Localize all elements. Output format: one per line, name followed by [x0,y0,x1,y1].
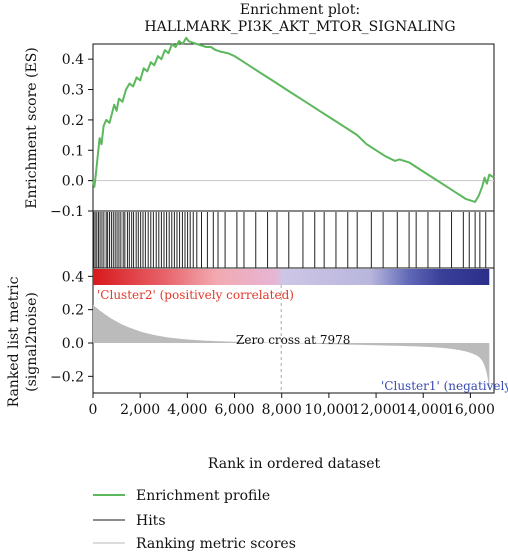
negative-cluster-label: 'Cluster1' (negatively correlated) [381,379,508,393]
x-tick-label: 6,000 [214,402,254,418]
rank-color-bar [93,269,490,285]
es-panel: −0.1 0.0 0.1 0.2 0.3 0.4 [50,36,495,220]
x-tick-label: 4,000 [167,402,207,418]
ranked-panel: −0.2 0.0 0.2 0.4 Zero cross at 7978 'Cluster2… [50,269,508,393]
x-tick-label: 12,000 [352,402,401,418]
es-profile-line [92,36,495,203]
es-y-tick-label: 0.3 [62,83,84,99]
es-y-tick-label: 0.2 [62,113,84,129]
ranked-panel-frame [92,267,495,394]
legend-label-enrichment: Enrichment profile [136,488,270,504]
ranked-y-tick-label: −0.2 [50,369,84,385]
x-tick-label: 16,000 [446,402,495,418]
es-y-tick-label: 0.0 [62,174,84,190]
x-axis: 0 2,000 4,000 6,000 8,000 10,00012,00014,0001… [89,393,495,418]
ranked-y-tick-label: 0.4 [62,269,84,285]
x-tick-label: 0 [89,402,98,418]
es-y-tick-label: −0.1 [50,204,84,220]
es-y-tick-label: 0.4 [62,52,84,68]
positive-cluster-label: 'Cluster2' (positively correlated) [97,288,294,302]
x-tick-label: 2,000 [120,402,160,418]
zero-cross-label: Zero cross at 7978 [236,333,350,347]
x-tick-label: 8,000 [262,402,302,418]
ranked-y-tick-label: 0.0 [62,336,84,352]
ranked-y-tick-label: 0.2 [62,303,84,319]
legend-label-hits: Hits [136,513,166,529]
es-y-label: Enrichment score (ES) [24,47,40,209]
hits-panel [93,212,487,268]
chart-title-line1: Enrichment plot: [240,2,360,18]
es-panel-frame [92,43,495,212]
legend-label-ranking: Ranking metric scores [136,536,296,552]
legend: Enrichment profile Hits Ranking metric s… [93,488,296,552]
ranked-y-label-line2: (signal2noise) [24,292,40,392]
chart-title-line2: HALLMARK_PI3K_AKT_MTOR_SIGNALING [144,19,455,35]
es-y-tick-label: 0.1 [62,143,84,159]
x-tick-label: 10,000 [304,402,353,418]
x-axis-label: Rank in ordered dataset [208,456,381,472]
ranked-y-label-line1: Ranked list metric [6,276,22,407]
x-tick-label: 14,000 [399,402,448,418]
